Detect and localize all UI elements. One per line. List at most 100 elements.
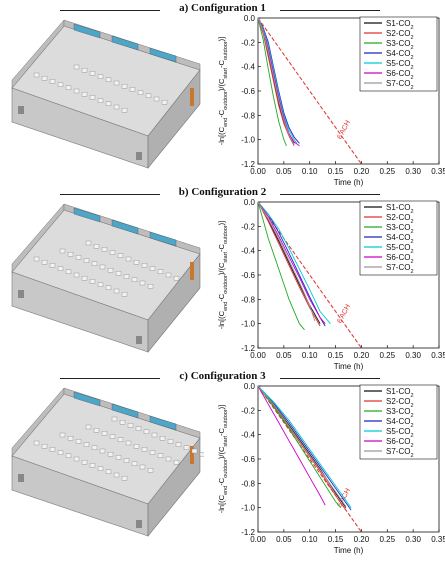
y-tick-label: -0.2: [241, 222, 255, 231]
legend-label: S7-CO2: [386, 79, 414, 91]
chair: [183, 445, 190, 450]
chair: [93, 244, 100, 249]
series-line: [257, 385, 347, 507]
legend-label: S4-CO2: [386, 49, 414, 61]
chair: [41, 260, 48, 265]
legend-label: S6-CO2: [386, 253, 414, 265]
y-tick-label: -1.2: [241, 160, 255, 169]
x-tick-label: 0.30: [405, 167, 421, 176]
chair: [33, 256, 40, 262]
chair: [153, 96, 160, 102]
legend-label: S7-CO2: [386, 263, 414, 275]
chair: [113, 80, 120, 86]
legend-label: S5-CO2: [386, 243, 414, 255]
vent: [136, 152, 142, 160]
reference-line-6-ach: [257, 385, 362, 533]
chair: [123, 274, 130, 279]
legend-label: S7-CO2: [386, 447, 414, 459]
chair: [149, 450, 156, 455]
chair: [97, 466, 104, 471]
chair: [121, 107, 128, 113]
x-axis-label: Time (h): [334, 362, 364, 371]
legend-label: S6-CO2: [386, 69, 414, 81]
window: [73, 23, 101, 39]
door: [190, 446, 194, 464]
vent: [18, 106, 24, 114]
series-line: [257, 17, 295, 145]
chair: [145, 93, 152, 99]
series-line: [257, 201, 316, 322]
right-wall: [147, 69, 201, 169]
chair: [199, 451, 204, 457]
chair: [57, 450, 64, 455]
right-wall: [147, 253, 201, 353]
chair: [139, 280, 146, 286]
series-line: [257, 201, 321, 327]
panel-title: a) Configuration 1: [179, 2, 266, 14]
chair: [143, 429, 150, 434]
chair: [123, 458, 130, 463]
chair: [97, 98, 104, 103]
series-line: [257, 17, 287, 146]
reference-line-label: 6 ACH: [336, 303, 352, 324]
chair: [127, 423, 134, 428]
chair: [109, 250, 116, 255]
chair: [93, 428, 100, 433]
y-tick-label: -0.2: [241, 38, 255, 47]
chair: [73, 456, 80, 462]
x-tick-label: 0.25: [379, 351, 395, 360]
window: [73, 391, 101, 407]
legend-label: S5-CO2: [386, 59, 414, 71]
chair: [81, 68, 88, 73]
series-line: [257, 385, 347, 511]
chair: [107, 451, 114, 457]
chair: [81, 275, 88, 281]
chair: [73, 88, 80, 94]
chair: [49, 79, 56, 84]
chair: [151, 432, 158, 438]
chair: [129, 87, 136, 92]
x-tick-label: 0.15: [328, 167, 344, 176]
y-axis-label: -ln[(Cend-Coutdoor)/(Cstart-Coutdoor)]: [217, 37, 229, 145]
series-line: [257, 385, 352, 511]
chair: [173, 275, 180, 281]
vent: [18, 474, 24, 482]
legend-label: S5-CO2: [386, 427, 414, 439]
chair: [91, 261, 98, 266]
series-line: [257, 17, 300, 147]
chair: [121, 83, 128, 89]
panel-title: c) Configuration 3: [179, 370, 266, 382]
chair: [65, 269, 72, 275]
door: [190, 88, 194, 106]
x-tick-label: 0.25: [379, 535, 395, 544]
legend-box: [359, 384, 438, 460]
chair: [175, 442, 182, 447]
chair: [83, 442, 90, 447]
door: [190, 262, 194, 280]
chair: [105, 77, 112, 82]
chair: [125, 256, 132, 262]
chair: [33, 440, 40, 446]
chair: [49, 447, 56, 452]
chair: [161, 99, 168, 105]
chair: [89, 71, 96, 76]
chair: [141, 447, 148, 452]
y-tick-label: -1.0: [241, 320, 255, 329]
chair: [117, 437, 124, 442]
chair: [159, 436, 166, 441]
chair: [121, 291, 128, 297]
chair: [41, 444, 48, 449]
y-tick-label: -0.6: [241, 455, 255, 464]
chair: [33, 72, 40, 78]
chair: [89, 463, 96, 468]
title-rule-left: [60, 10, 160, 11]
chair: [139, 464, 146, 470]
chair: [81, 91, 88, 97]
legend-label: S1-CO2: [386, 387, 414, 399]
chair: [113, 104, 120, 110]
title-rule-left: [60, 378, 160, 379]
chair: [105, 469, 112, 475]
chair: [191, 448, 198, 454]
chair: [157, 269, 164, 275]
legend-label: S2-CO2: [386, 397, 414, 409]
